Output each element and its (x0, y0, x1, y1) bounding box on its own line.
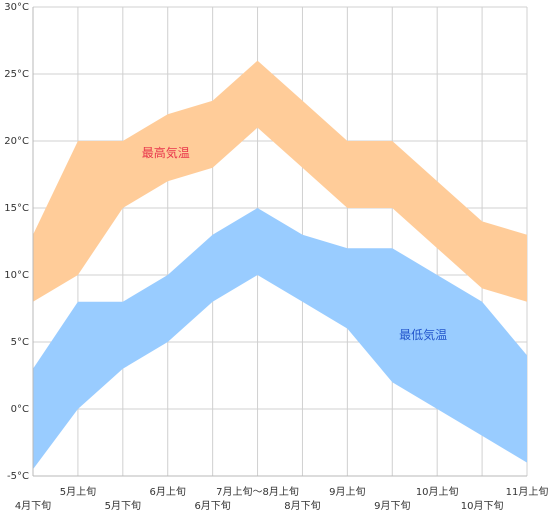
y-tick-label: -5°C (7, 471, 29, 482)
y-tick-label: 10°C (4, 270, 29, 281)
y-tick-label: 20°C (4, 136, 29, 147)
series-label-1: 最高気温 (142, 145, 190, 160)
x-tick-label: 11月上旬 (506, 485, 549, 498)
x-tick-label: 8月下旬 (284, 499, 320, 512)
x-tick-label: 5月上旬 (60, 485, 96, 498)
x-tick-label: 5月下旬 (105, 499, 141, 512)
x-tick-label: 7月上旬～8月上旬 (216, 485, 299, 498)
y-tick-label: 15°C (4, 203, 29, 214)
x-tick-label: 9月上旬 (329, 485, 365, 498)
y-tick-label: 5°C (11, 337, 29, 348)
x-tick-label: 4月下旬 (15, 499, 51, 512)
x-tick-label: 10月下旬 (461, 499, 504, 512)
y-tick-label: 30°C (4, 2, 29, 13)
x-tick-label: 6月上旬 (150, 485, 186, 498)
y-tick-label: 0°C (11, 404, 29, 415)
x-tick-label: 10月上旬 (416, 485, 459, 498)
series-band-1 (33, 60, 527, 302)
x-tick-label: 6月下旬 (194, 499, 230, 512)
series-label-2: 最低気温 (399, 327, 447, 342)
x-tick-label: 9月下旬 (374, 499, 410, 512)
y-tick-label: 25°C (4, 69, 29, 80)
series-band-2 (33, 208, 527, 470)
